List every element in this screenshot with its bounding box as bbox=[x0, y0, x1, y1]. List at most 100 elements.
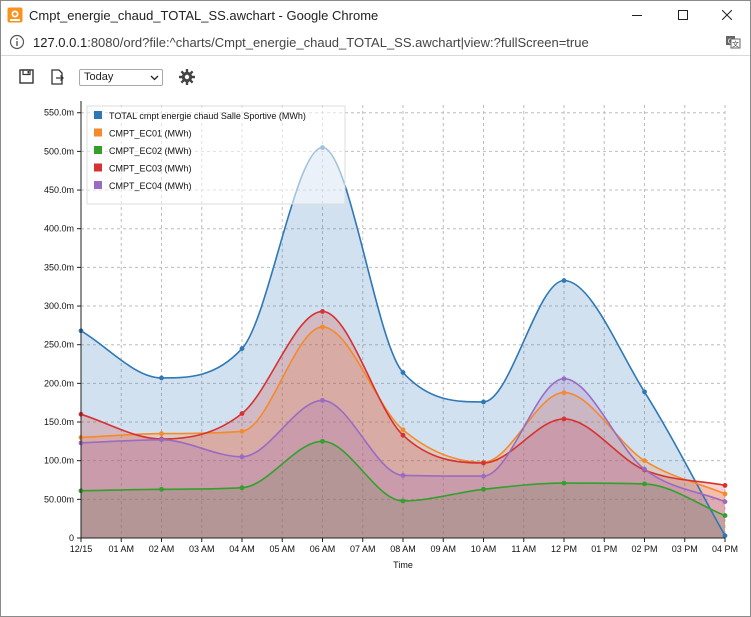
x-tick-label: 06 AM bbox=[310, 544, 336, 554]
title-bar: Cmpt_energie_chaud_TOTAL_SS.awchart - Go… bbox=[1, 1, 750, 29]
legend-swatch bbox=[94, 128, 102, 137]
translate-icon[interactable]: G 文 bbox=[725, 34, 741, 50]
data-point[interactable] bbox=[320, 438, 325, 444]
data-point[interactable] bbox=[722, 483, 728, 488]
legend-label[interactable]: CMPT_EC02 (MWh) bbox=[109, 146, 192, 156]
url-path: :8080/ord?file:^charts/Cmpt_energie_chau… bbox=[87, 35, 589, 50]
x-axis-label: Time bbox=[393, 560, 413, 570]
data-point[interactable] bbox=[159, 437, 164, 443]
data-point[interactable] bbox=[400, 427, 406, 433]
chart-axes: 0 50.00m 100.0m 150.0m 200.0m 250.0m 300.0m 350… bbox=[44, 101, 738, 570]
maximize-button[interactable] bbox=[660, 1, 706, 29]
x-tick-label: 01 AM bbox=[108, 544, 134, 554]
data-point[interactable] bbox=[722, 499, 728, 505]
url-host: 127.0.0.1 bbox=[33, 35, 88, 50]
data-point[interactable] bbox=[239, 346, 245, 351]
data-point[interactable] bbox=[642, 389, 647, 395]
data-point[interactable] bbox=[642, 458, 647, 464]
data-point[interactable] bbox=[481, 473, 486, 479]
data-point[interactable] bbox=[159, 375, 164, 381]
data-point[interactable] bbox=[561, 480, 567, 486]
data-point[interactable] bbox=[722, 533, 728, 539]
data-point[interactable] bbox=[642, 481, 647, 487]
legend-swatch bbox=[94, 181, 102, 189]
data-point[interactable] bbox=[159, 431, 164, 437]
data-point[interactable] bbox=[722, 491, 728, 497]
x-tick-label: 03 PM bbox=[672, 544, 698, 554]
x-tick-label: 12/15 bbox=[70, 544, 93, 554]
data-point[interactable] bbox=[400, 498, 406, 504]
data-point[interactable] bbox=[722, 513, 728, 518]
window-title: Cmpt_energie_chaud_TOTAL_SS.awchart - Go… bbox=[29, 8, 379, 23]
data-point[interactable] bbox=[239, 411, 245, 416]
data-point[interactable] bbox=[400, 472, 406, 478]
data-point[interactable] bbox=[481, 486, 486, 492]
y-tick-label: 350.0m bbox=[44, 262, 74, 272]
data-point[interactable] bbox=[561, 278, 567, 283]
legend-swatch bbox=[94, 146, 102, 154]
data-point[interactable] bbox=[239, 485, 245, 491]
energy-chart: 0 50.00m 100.0m 150.0m 200.0m 250.0m 300.0m 350… bbox=[44, 101, 738, 570]
legend-label[interactable]: CMPT_EC04 (MWh) bbox=[109, 181, 192, 191]
minimize-button[interactable] bbox=[614, 1, 660, 29]
data-point[interactable] bbox=[561, 376, 567, 382]
data-point[interactable] bbox=[320, 397, 325, 403]
legend-label[interactable]: CMPT_EC01 (MWh) bbox=[109, 129, 192, 139]
y-tick-label: 450.0m bbox=[44, 185, 74, 195]
data-point[interactable] bbox=[320, 324, 325, 330]
x-tick-label: 02 AM bbox=[149, 544, 175, 554]
chart-points bbox=[78, 145, 728, 539]
y-tick-label: 50.00m bbox=[44, 494, 74, 504]
x-tick-label: 04 AM bbox=[229, 544, 255, 554]
info-icon[interactable] bbox=[9, 34, 25, 50]
x-tick-label: 02 PM bbox=[631, 544, 657, 554]
maximize-icon bbox=[678, 10, 688, 20]
y-tick-label: 500.0m bbox=[44, 146, 74, 156]
close-icon bbox=[722, 10, 732, 20]
series-line bbox=[80, 146, 726, 537]
url-text[interactable]: 127.0.0.1:8080/ord?file:^charts/Cmpt_ene… bbox=[33, 35, 589, 50]
data-point[interactable] bbox=[561, 390, 567, 396]
x-tick-label: 04 PM bbox=[712, 544, 738, 554]
legend-swatch bbox=[94, 111, 102, 119]
data-point[interactable] bbox=[239, 454, 245, 460]
x-tick-label: 11 AM bbox=[511, 544, 536, 554]
time-range-select[interactable]: Today bbox=[79, 69, 163, 86]
gear-icon[interactable] bbox=[178, 68, 196, 86]
svg-text:文: 文 bbox=[732, 40, 739, 49]
y-tick-label: 550.0m bbox=[44, 108, 74, 118]
y-tick-label: 200.0m bbox=[44, 378, 74, 388]
y-tick-label: 150.0m bbox=[44, 417, 74, 427]
chevron-down-icon bbox=[150, 75, 159, 81]
export-icon[interactable] bbox=[48, 68, 66, 86]
data-point[interactable] bbox=[561, 416, 567, 422]
address-bar[interactable]: 127.0.0.1:8080/ord?file:^charts/Cmpt_ene… bbox=[1, 29, 750, 56]
y-tick-label: 100.0m bbox=[44, 456, 74, 466]
data-point[interactable] bbox=[481, 399, 486, 405]
x-tick-label: 05 AM bbox=[269, 544, 295, 554]
series-area bbox=[81, 441, 725, 538]
y-tick-label: 0 bbox=[69, 533, 74, 543]
x-tick-label: 03 AM bbox=[189, 544, 215, 554]
chart-legend: TOTAL cmpt energie chaud Salle Sportive … bbox=[86, 105, 346, 205]
series-area bbox=[81, 147, 725, 538]
save-icon[interactable] bbox=[18, 68, 36, 86]
legend-label[interactable]: TOTAL cmpt energie chaud Salle Sportive … bbox=[109, 111, 306, 121]
time-range-value: Today bbox=[84, 71, 114, 83]
legend-label[interactable]: CMPT_EC03 (MWh) bbox=[109, 164, 192, 174]
data-point[interactable] bbox=[481, 460, 486, 466]
data-point[interactable] bbox=[239, 428, 245, 434]
legend-box bbox=[86, 105, 346, 205]
data-point[interactable] bbox=[400, 432, 406, 438]
x-tick-label: 01 PM bbox=[591, 544, 617, 554]
data-point[interactable] bbox=[400, 370, 406, 375]
x-tick-label: 10 AM bbox=[471, 544, 497, 554]
close-button[interactable] bbox=[704, 1, 750, 29]
data-point[interactable] bbox=[159, 486, 164, 492]
x-tick-label: 08 AM bbox=[390, 544, 416, 554]
y-tick-label: 300.0m bbox=[44, 301, 74, 311]
data-point[interactable] bbox=[642, 466, 647, 472]
x-tick-label: 09 AM bbox=[430, 544, 456, 554]
data-point[interactable] bbox=[320, 309, 325, 314]
